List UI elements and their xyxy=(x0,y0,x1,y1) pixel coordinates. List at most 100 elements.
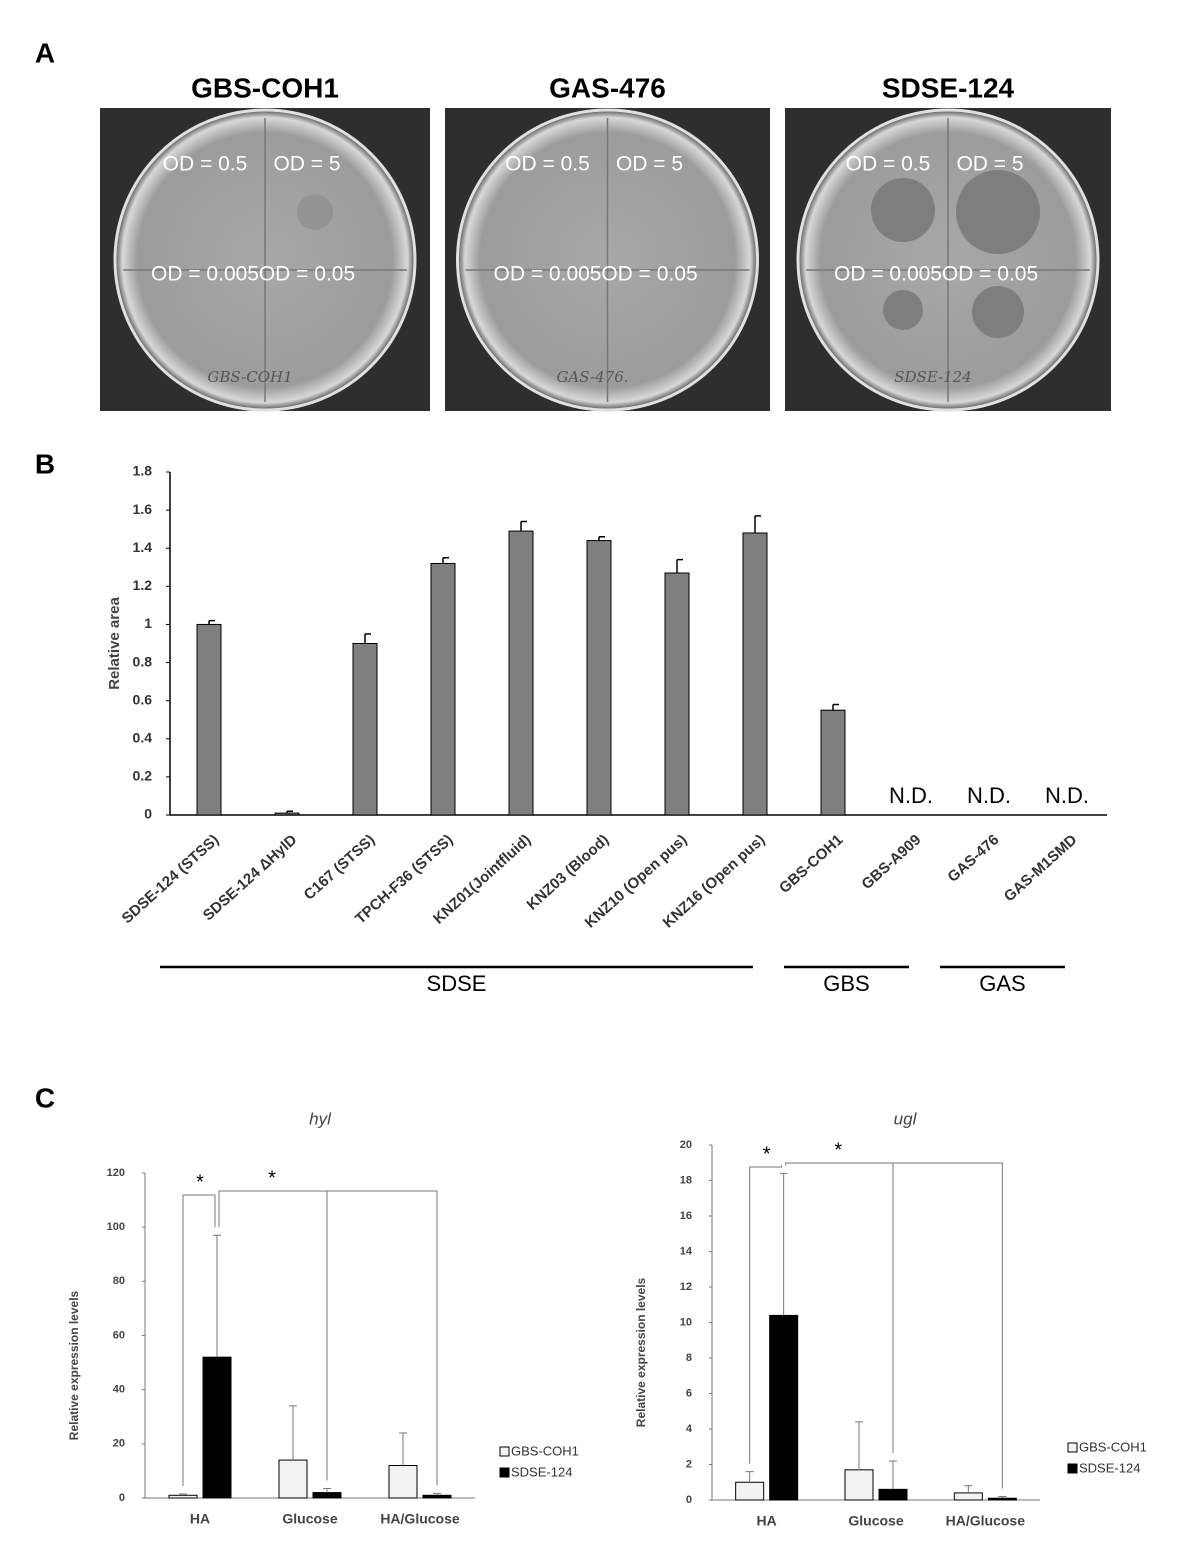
error-bar xyxy=(520,520,527,532)
legend-label: GBS-COH1 xyxy=(511,1443,579,1458)
x-tick-label: GAS-476 xyxy=(944,831,1002,885)
panel-label: C xyxy=(35,1082,55,1113)
error-bar xyxy=(889,1460,897,1490)
y-axis-label: Relative expression levels xyxy=(634,1277,648,1427)
y-tick-label: 0.6 xyxy=(133,691,153,707)
y-tick-label: 0.4 xyxy=(133,729,153,745)
error-bar xyxy=(364,633,371,644)
legend-label: SDSE-124 xyxy=(511,1464,572,1479)
y-tick-label: 0.2 xyxy=(133,768,153,784)
x-tick-label: HA/Glucose xyxy=(946,1513,1026,1529)
y-axis-label: Relative expression levels xyxy=(67,1290,81,1440)
group-label: GAS xyxy=(979,971,1025,996)
chart-title: hyl xyxy=(309,1109,332,1128)
group-label: SDSE xyxy=(427,971,487,996)
bar xyxy=(422,1494,452,1499)
y-tick-label: 2 xyxy=(686,1458,692,1470)
od-label: OD = 0.05 xyxy=(942,263,1038,286)
plate-handwriting: GAS-476. xyxy=(556,368,628,386)
bar xyxy=(769,1314,799,1501)
bar xyxy=(168,1494,198,1499)
error-bar xyxy=(745,1471,754,1483)
y-tick-label: 1.6 xyxy=(133,501,153,517)
bar xyxy=(388,1465,418,1499)
bar xyxy=(274,812,300,816)
bracket xyxy=(749,1165,783,1464)
plate-title: GAS-476 xyxy=(549,72,666,103)
error-bar xyxy=(208,619,215,625)
error-bar xyxy=(323,1488,331,1493)
y-tick-label: 1.2 xyxy=(133,577,153,593)
bar xyxy=(742,532,768,816)
error-bar xyxy=(964,1485,973,1493)
od-label: OD = 0.005 xyxy=(834,263,942,286)
clear-zone xyxy=(871,178,935,242)
od-label: OD = 0.5 xyxy=(846,153,931,176)
bar xyxy=(196,623,222,816)
legend-swatch xyxy=(499,1467,510,1478)
error-bar xyxy=(286,810,293,814)
bar xyxy=(953,1492,983,1501)
bracket xyxy=(785,1162,1003,1489)
plate-title: GBS-COH1 xyxy=(191,72,339,103)
clear-zone xyxy=(883,290,923,330)
y-tick-label: 120 xyxy=(107,1167,125,1179)
bar xyxy=(878,1488,908,1501)
x-tick-label: KNZ03 (Blood) xyxy=(524,831,613,913)
legend-swatch xyxy=(1067,1463,1078,1474)
od-label: OD = 0.5 xyxy=(163,153,248,176)
x-tick-label: HA xyxy=(757,1513,777,1529)
y-tick-label: 10 xyxy=(680,1316,692,1328)
x-tick-label: GAS-M1SMD xyxy=(1001,831,1081,905)
bar xyxy=(735,1481,765,1501)
bar xyxy=(844,1469,874,1501)
bar xyxy=(664,572,690,816)
y-tick-label: 0 xyxy=(119,1492,125,1504)
bracket xyxy=(218,1190,438,1486)
error-bar xyxy=(289,1405,297,1461)
error-bar xyxy=(179,1493,187,1496)
y-tick-label: 4 xyxy=(686,1423,693,1435)
plate-handwriting: GBS-COH1 xyxy=(207,368,292,386)
value-label: N.D. xyxy=(889,783,933,808)
error-bar xyxy=(399,1432,407,1466)
y-tick-label: 0 xyxy=(144,806,152,822)
significance: * xyxy=(763,1143,771,1165)
y-tick-label: 6 xyxy=(686,1387,692,1399)
x-tick-label: Glucose xyxy=(282,1511,337,1527)
od-label: OD = 5 xyxy=(273,153,340,176)
y-tick-label: 12 xyxy=(680,1281,692,1293)
x-tick-label: HA xyxy=(190,1511,210,1527)
plate-handwriting: SDSE-124 xyxy=(894,368,972,386)
legend-label: SDSE-124 xyxy=(1079,1460,1140,1475)
bar xyxy=(987,1497,1017,1501)
y-tick-label: 1.4 xyxy=(133,539,153,555)
od-label: OD = 0.05 xyxy=(259,263,355,286)
panel-label: A xyxy=(35,37,55,68)
clear-zone xyxy=(956,170,1040,254)
y-tick-label: 14 xyxy=(680,1245,693,1257)
bar xyxy=(586,540,612,816)
significance: * xyxy=(196,1171,204,1193)
error-bar xyxy=(855,1421,863,1470)
y-tick-label: 0.8 xyxy=(133,653,153,669)
bar xyxy=(312,1492,342,1499)
bar xyxy=(202,1356,232,1499)
x-tick-label: Glucose xyxy=(848,1513,903,1529)
bar xyxy=(430,562,456,816)
error-bar xyxy=(779,1172,788,1316)
y-tick-label: 20 xyxy=(113,1438,125,1450)
bar xyxy=(820,709,846,816)
error-bar xyxy=(433,1492,441,1496)
y-tick-label: 100 xyxy=(107,1221,125,1233)
y-tick-label: 16 xyxy=(680,1210,692,1222)
y-tick-label: 8 xyxy=(686,1352,692,1364)
bar xyxy=(278,1459,308,1499)
y-axis-label: Relative area xyxy=(106,597,123,690)
clear-zone xyxy=(297,194,333,230)
x-tick-label: GBS-COH1 xyxy=(776,831,846,897)
y-tick-label: 60 xyxy=(113,1329,125,1341)
od-label: OD = 5 xyxy=(616,153,683,176)
